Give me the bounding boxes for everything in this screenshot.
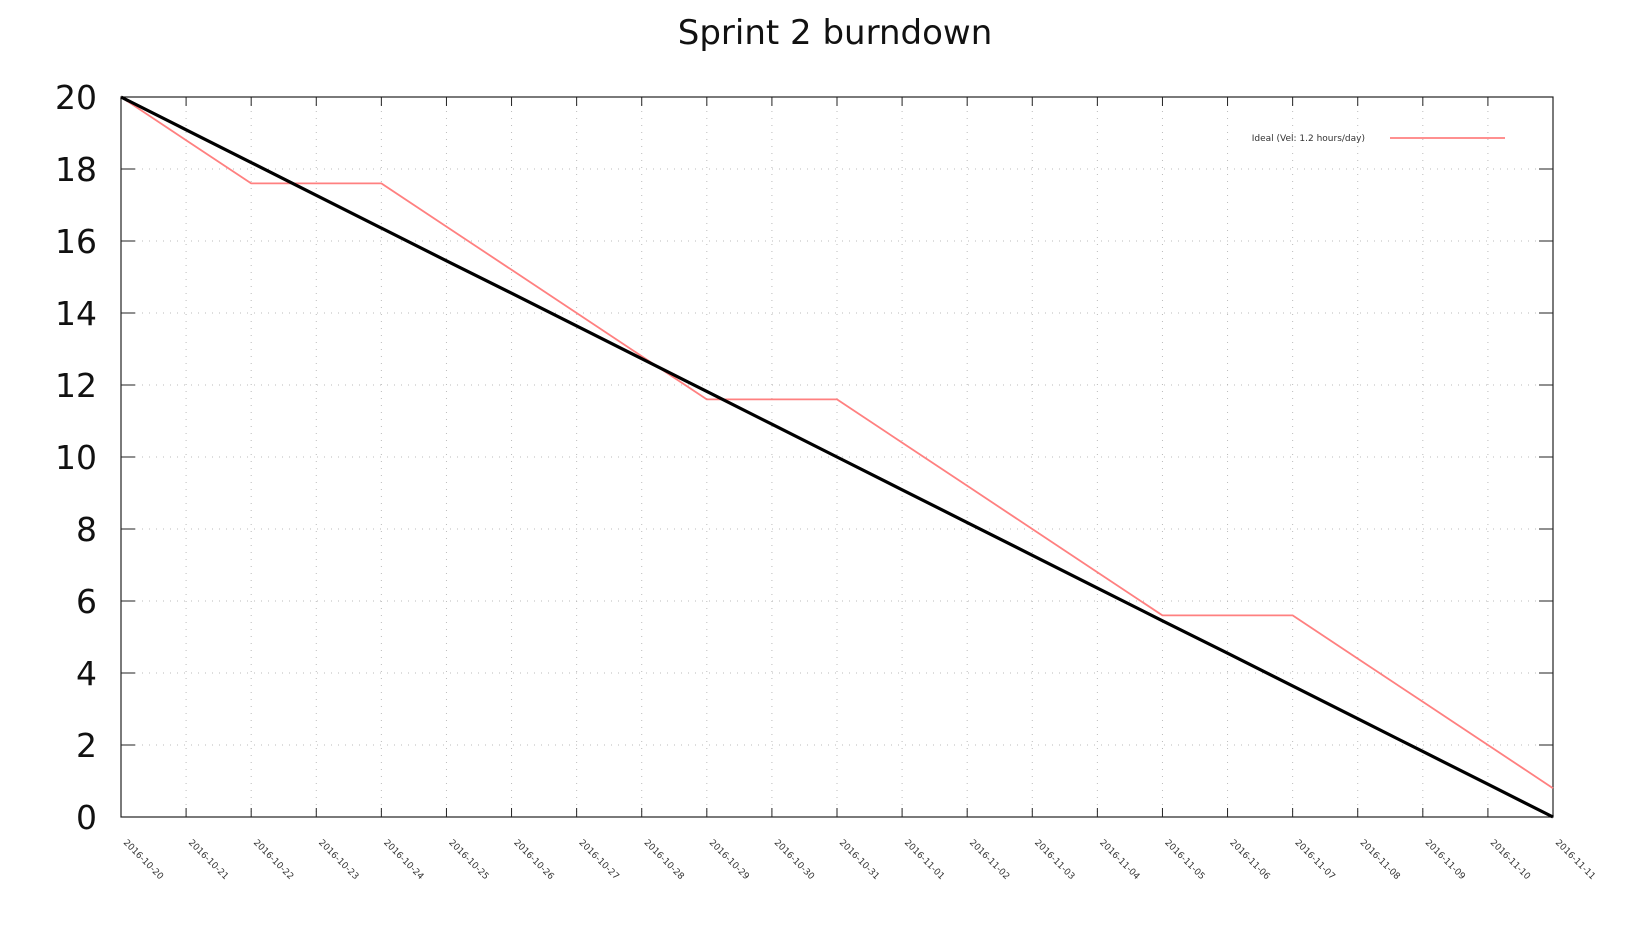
x-tick-label: 2016-11-03	[1032, 838, 1076, 882]
y-tick-label: 14	[55, 294, 97, 333]
x-tick-label: 2016-11-06	[1227, 838, 1271, 882]
legend-entry-label: Ideal (Vel: 1.2 hours/day)	[1252, 134, 1365, 144]
x-tick-label: 2016-11-02	[967, 838, 1011, 882]
grid-layer	[121, 97, 1553, 817]
x-tick-label: 2016-10-31	[837, 838, 881, 882]
y-tick-label: 10	[55, 438, 97, 477]
y-tick-label: 2	[76, 726, 97, 765]
x-tick-label: 2016-11-05	[1162, 838, 1206, 882]
y-tick-label: 16	[55, 222, 97, 261]
legend: Ideal (Vel: 1.2 hours/day)	[1252, 134, 1505, 144]
x-tick-label: 2016-11-10	[1488, 838, 1532, 882]
x-tick-label: 2016-11-04	[1097, 838, 1141, 882]
chart-title: Sprint 2 burndown	[678, 13, 993, 53]
plot-border	[120, 96, 1554, 818]
x-tick-label: 2016-11-07	[1293, 838, 1337, 882]
y-tick-label: 4	[76, 654, 97, 693]
x-tick-label: 2016-10-23	[316, 838, 360, 882]
x-tick-label: 2016-10-25	[446, 838, 490, 882]
y-tick-label: 18	[55, 150, 97, 189]
axis-layer: 2016-10-20 2016-10-21 2016-10-22 2016-10-23…	[55, 78, 1597, 882]
y-tick-label: 8	[76, 510, 97, 549]
x-tick-label: 2016-10-22	[251, 838, 295, 882]
x-tick-label: 2016-10-30	[772, 838, 816, 882]
x-tick-label: 2016-10-26	[511, 838, 555, 882]
y-tick-label: 20	[55, 78, 97, 117]
x-tick-label: 2016-10-27	[577, 838, 621, 882]
series-layer	[120, 95, 1554, 819]
x-tick-label: 2016-11-08	[1358, 838, 1402, 882]
x-tick-label: 2016-10-24	[381, 838, 425, 882]
series-line-0	[120, 96, 1554, 789]
series-line-reference	[120, 95, 1554, 819]
x-tick-label: 2016-11-11	[1553, 838, 1597, 882]
x-tick-label: 2016-10-20	[121, 838, 165, 882]
y-tick-label: 0	[76, 798, 97, 837]
x-tick-label: 2016-10-29	[707, 838, 751, 882]
x-tick-label: 2016-11-09	[1423, 838, 1467, 882]
y-tick-label: 12	[55, 366, 97, 405]
y-tick-label: 6	[76, 582, 97, 621]
x-tick-label: 2016-10-28	[642, 838, 686, 882]
x-tick-label: 2016-10-21	[186, 838, 230, 882]
x-tick-label: 2016-11-01	[902, 838, 946, 882]
